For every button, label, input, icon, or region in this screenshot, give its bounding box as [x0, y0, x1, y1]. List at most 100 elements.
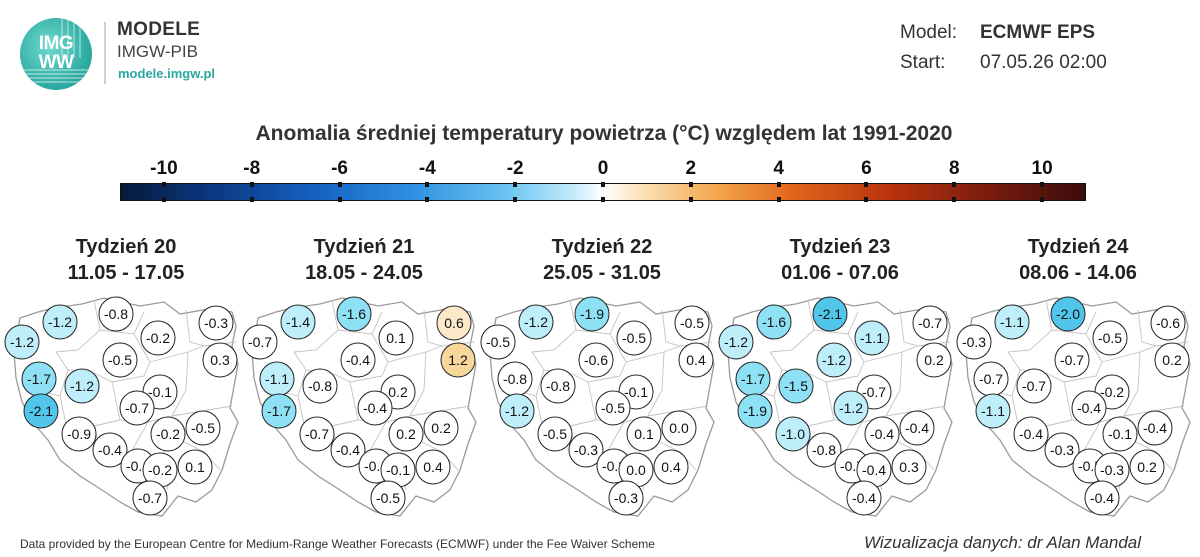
anomaly-circle [480, 324, 516, 360]
anomaly-circle [864, 416, 900, 452]
region-anomaly-marker: -1.9 [574, 296, 610, 332]
anomaly-value: -0.1 [148, 384, 172, 400]
region-anomaly-marker: -1.2 [42, 304, 78, 340]
anomaly-value: -1.4 [286, 314, 310, 330]
region-anomaly-marker: -0.8 [806, 432, 842, 468]
week-dates: 11.05 - 17.05 [67, 262, 185, 284]
anomaly-value: 0.4 [686, 352, 706, 368]
anomaly-value: 0.1 [634, 426, 654, 442]
region-anomaly-marker: -1.1 [994, 304, 1030, 340]
anomaly-circle [737, 393, 773, 429]
anomaly-value: -0.4 [363, 400, 387, 416]
anomaly-circle [899, 410, 935, 446]
anomaly-value: -0.5 [108, 352, 132, 368]
anomaly-circle [1084, 480, 1120, 516]
anomaly-circle [568, 432, 604, 468]
anomaly-circle [608, 480, 644, 516]
anomaly-circle [912, 305, 948, 341]
region-anomaly-marker: -0.4 [1071, 390, 1107, 426]
colorbar-tick-label: -8 [243, 158, 261, 179]
anomaly-circle [956, 324, 992, 360]
header-divider [104, 22, 106, 84]
colorbar-tick-mark [1040, 182, 1045, 202]
anomaly-value: -1.2 [839, 400, 863, 416]
anomaly-value: 0.3 [899, 459, 919, 475]
anomaly-circle [23, 393, 59, 429]
anomaly-value: -0.4 [346, 352, 370, 368]
anomaly-value: -1.7 [27, 371, 51, 387]
anomaly-value: 0.2 [431, 420, 451, 436]
region-anomaly-marker: -0.7 [299, 416, 335, 452]
anomaly-value: -0.8 [546, 378, 570, 394]
anomaly-circle [64, 368, 100, 404]
anomaly-value: -0.5 [486, 334, 510, 350]
anomaly-value: 0.2 [1137, 459, 1157, 475]
region-anomaly-marker: -0.5 [595, 390, 631, 426]
anomaly-circle [616, 320, 652, 356]
anomaly-circle [140, 320, 176, 356]
anomaly-value: -0.2 [146, 330, 170, 346]
region-anomaly-marker: -1.0 [775, 416, 811, 452]
region-border [769, 299, 815, 353]
brand-url[interactable]: modele.imgw.pl [118, 66, 216, 81]
region-border [531, 351, 621, 383]
anomaly-circle [440, 342, 476, 378]
anomaly-value: -0.5 [191, 420, 215, 436]
colorbar-tick-mark [337, 182, 342, 202]
anomaly-circle [854, 320, 890, 356]
anomaly-circle [806, 432, 842, 468]
region-anomaly-marker: -0.5 [102, 342, 138, 378]
anomaly-circle [816, 342, 852, 378]
anomaly-circle [378, 320, 414, 356]
region-anomaly-marker: -0.3 [956, 324, 992, 360]
anomaly-circle [595, 390, 631, 426]
colorbar-tick-mark [513, 182, 518, 202]
region-anomaly-marker: -1.2 [833, 390, 869, 426]
anomaly-circle [518, 304, 554, 340]
anomaly-circle [812, 296, 848, 332]
brand-institute: IMGW-PIB [117, 42, 198, 61]
poland-map: -1.2 -1.9-0.5-0.5-0.5-0.6 0.4-0.8 -0.8 -0.1-… [480, 296, 715, 517]
anomaly-value: -1.2 [48, 314, 72, 330]
anomaly-value: -0.7 [979, 371, 1003, 387]
region-anomaly-marker: -0.5 [185, 410, 221, 446]
anomaly-value: -0.8 [104, 306, 128, 322]
anomaly-circle [756, 304, 792, 340]
anomaly-value: -1.1 [860, 330, 884, 346]
start-label: Start: [900, 52, 946, 73]
region-anomaly-marker: -0.2 [150, 416, 186, 452]
region-anomaly-marker: -0.4 [1137, 410, 1173, 446]
anomaly-value: -0.5 [543, 426, 567, 442]
anomaly-value: -0.7 [305, 426, 329, 442]
region-anomaly-marker: -0.7 [1016, 368, 1052, 404]
region-anomaly-marker: -1.9 [737, 393, 773, 429]
poland-map: -1.4 -1.6 0.1 0.6 -0.7 -0.4 1.2 -1.1 -0.8 0.2 -1.7… [242, 296, 477, 517]
region-border [55, 351, 145, 383]
week-map-panel: -1.2 -0.8 -0.2 -0.3 -1.2 -0.5 0.3 -1.7 -1.2 -0.1-… [4, 290, 244, 522]
anomaly-value: 0.1 [185, 459, 205, 475]
region-anomaly-marker: -0.1 [1102, 416, 1138, 452]
anomaly-value: -1.6 [342, 306, 366, 322]
anomaly-value: 0.1 [386, 330, 406, 346]
anomaly-value: -0.4 [870, 426, 894, 442]
week-number: Tydzień 20 [75, 236, 177, 258]
region-anomaly-marker: 0.1 [626, 416, 662, 452]
anomaly-value: -0.4 [98, 442, 122, 458]
anomaly-circle [678, 342, 714, 378]
anomaly-circle [994, 304, 1030, 340]
logo-text-line1: IMG [38, 33, 74, 54]
week-map-panel: -1.2 -1.9 -0.5 -0.5 -0.5 -0.6 0.4 -0.8 -0.8 -0.1-… [480, 290, 720, 522]
region-anomaly-marker: -1.2 [4, 324, 40, 360]
region-anomaly-marker: 1.2 [440, 342, 476, 378]
anomaly-circle [302, 368, 338, 404]
anomaly-circle [61, 416, 97, 452]
region-anomaly-marker: -0.8 [302, 368, 338, 404]
anomaly-value: -0.8 [812, 442, 836, 458]
anomaly-value: 0.4 [423, 459, 443, 475]
anomaly-value: -1.1 [981, 403, 1005, 419]
anomaly-circle [1102, 416, 1138, 452]
anomaly-circle [1150, 305, 1186, 341]
anomaly-value: -1.1 [265, 371, 289, 387]
region-anomaly-marker: -0.4 [846, 480, 882, 516]
anomaly-circle [336, 296, 372, 332]
